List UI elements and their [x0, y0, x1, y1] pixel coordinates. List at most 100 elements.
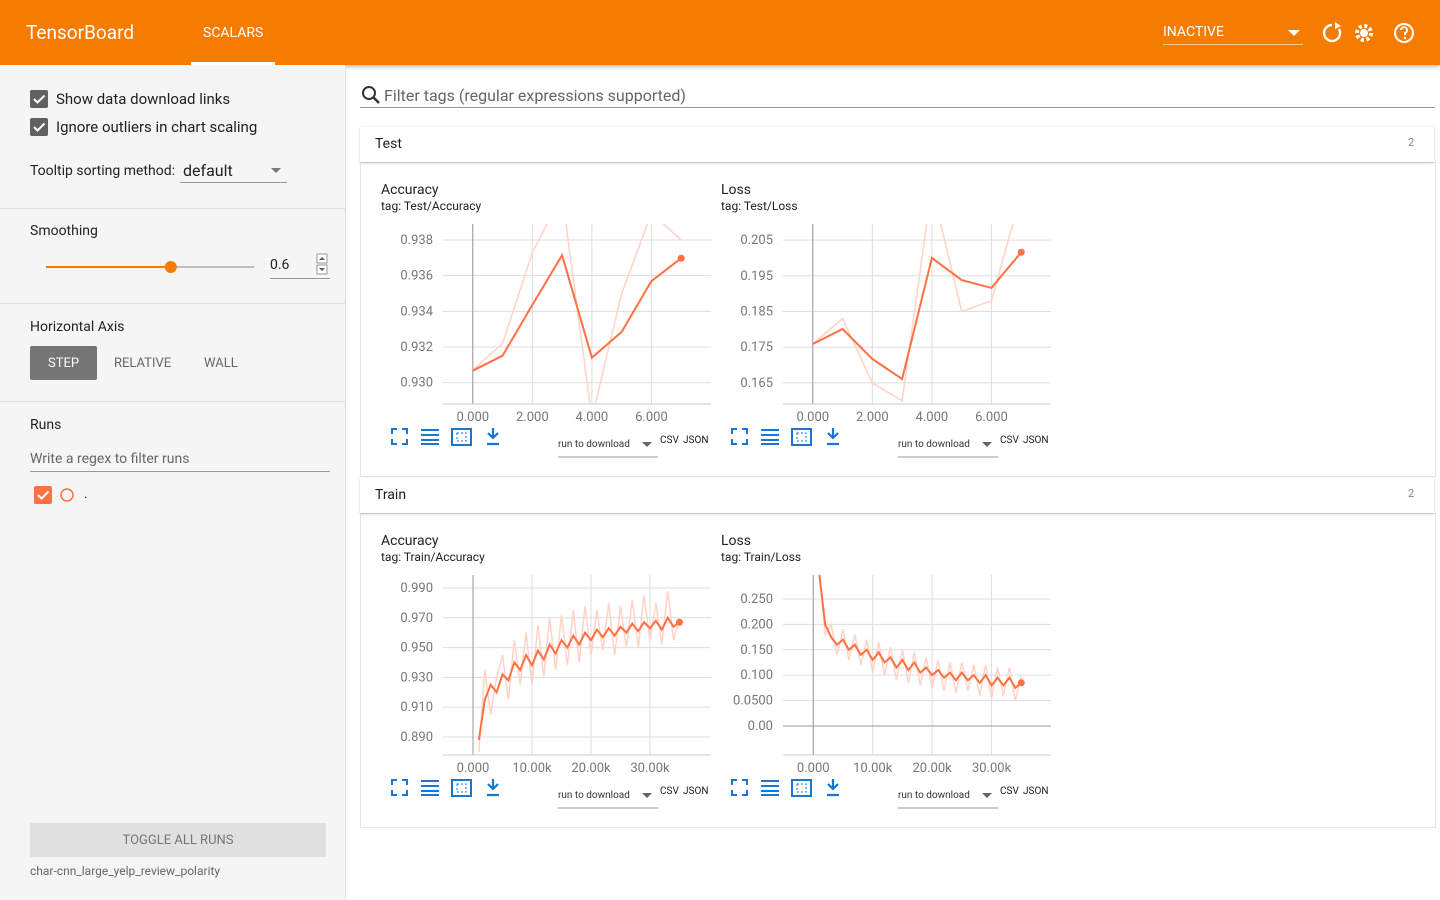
fullscreen-icon[interactable]: [731, 428, 748, 445]
plot: [818, 575, 1023, 701]
y-tick-label: 0.100: [740, 668, 773, 683]
logdir: char-cnn_large_yelp_review_polarity: [30, 864, 221, 878]
y-tick-label: 0.910: [400, 700, 433, 715]
format-link[interactable]: JSON: [683, 786, 708, 797]
fit-domain-icon[interactable]: [451, 779, 472, 797]
run-select[interactable]: run to download: [898, 790, 970, 801]
log-scale-icon[interactable]: [761, 780, 779, 796]
fit-domain-icon[interactable]: [791, 428, 812, 446]
smoothing-value[interactable]: 0.6: [270, 257, 290, 273]
x-tick-label: 20.00k: [913, 761, 953, 776]
separator: [0, 303, 345, 304]
settings-center: [1360, 29, 1368, 37]
section-header[interactable]: Test 2: [360, 127, 1434, 162]
section-header[interactable]: Train 2: [360, 478, 1434, 513]
run-select[interactable]: run to download: [558, 790, 630, 801]
help-icon[interactable]: [1394, 23, 1414, 43]
fit-domain-icon[interactable]: [791, 779, 812, 797]
checkbox-label: Ignore outliers in chart scaling: [56, 118, 258, 136]
y-tick-label: 0.185: [740, 305, 773, 320]
x-tick-label: 0.000: [796, 410, 829, 425]
log-scale-icon[interactable]: [421, 780, 439, 796]
format-link[interactable]: JSON: [683, 435, 708, 446]
x-tick-label: 6.000: [975, 410, 1008, 425]
x-tick-label: 6.000: [635, 410, 668, 425]
download-icon[interactable]: [827, 779, 839, 797]
axis-option[interactable]: STEP: [48, 356, 80, 371]
section-count: 2: [1408, 136, 1415, 149]
format-link[interactable]: CSV: [660, 435, 679, 446]
y-tick-label: 0.890: [400, 730, 433, 745]
run-select[interactable]: run to download: [898, 439, 970, 450]
status[interactable]: INACTIVE: [1163, 24, 1224, 40]
smoothing-title: Smoothing: [30, 223, 98, 239]
input-underline: [270, 278, 330, 279]
chart-title: Accuracy: [381, 182, 439, 198]
spinner[interactable]: [316, 253, 330, 277]
toggle-button[interactable]: [30, 823, 326, 857]
run-name: .: [84, 486, 88, 502]
section-name: Test: [375, 136, 402, 152]
refresh-arrow: [1335, 22, 1341, 29]
run-select[interactable]: run to download: [558, 439, 630, 450]
separator: [0, 401, 345, 402]
fit-domain-icon[interactable]: [451, 428, 472, 446]
download-icon[interactable]: [487, 779, 499, 797]
line: [812, 224, 1014, 403]
fit-domain-inner: [796, 432, 807, 442]
fullscreen-icon[interactable]: [391, 779, 408, 796]
log-scale-icon[interactable]: [421, 429, 439, 445]
axis-option[interactable]: WALL: [204, 356, 238, 371]
smoothing-slider[interactable]: [40, 255, 340, 285]
download-icon[interactable]: [487, 428, 499, 446]
check: [37, 490, 50, 500]
chart-tag: tag: Train/Loss: [721, 550, 801, 564]
axis-button-active[interactable]: [30, 346, 97, 380]
format-link[interactable]: CSV: [660, 786, 679, 797]
select-arrow: [982, 793, 992, 798]
axis-title: Horizontal Axis: [30, 319, 125, 335]
separator: [0, 208, 345, 209]
checkbox[interactable]: [30, 90, 48, 108]
x-tick-label: 4.000: [576, 410, 609, 425]
filter-underline: [360, 107, 1435, 108]
y-tick-label: 0.990: [400, 581, 433, 596]
tab[interactable]: SCALARS: [203, 25, 264, 41]
fit-domain-inner: [456, 783, 467, 793]
x-tick-label: 30.00k: [630, 761, 670, 776]
y-tick-label: 0.0500: [733, 694, 773, 709]
tag-filter[interactable]: Filter tags (regular expressions support…: [384, 86, 686, 105]
header-icons: [1288, 22, 1414, 43]
log-scale-icon[interactable]: [761, 429, 779, 445]
format-link[interactable]: JSON: [1023, 786, 1048, 797]
fullscreen-icon[interactable]: [731, 779, 748, 796]
checkbox[interactable]: [30, 118, 48, 136]
dropdown-arrow[interactable]: [1288, 30, 1300, 36]
fullscreen-icon[interactable]: [391, 428, 408, 445]
refresh-icon[interactable]: [1322, 23, 1342, 43]
format-link[interactable]: JSON: [1023, 435, 1048, 446]
line: [472, 252, 682, 372]
axis-option[interactable]: RELATIVE: [114, 356, 172, 371]
x-tick-label: 0.000: [457, 761, 490, 776]
y-tick-label: 0.150: [740, 643, 773, 658]
status-underline: [1163, 44, 1303, 45]
run-checkbox[interactable]: [34, 486, 52, 504]
tooltip-value[interactable]: default: [183, 161, 233, 180]
download-icon[interactable]: [827, 428, 839, 446]
input-underline: [30, 471, 330, 472]
settings-icon[interactable]: [1355, 24, 1373, 42]
chart-tag: tag: Train/Accuracy: [381, 550, 485, 564]
x-tick-label: 4.000: [916, 410, 949, 425]
toggle-label[interactable]: TOGGLE ALL RUNS: [122, 833, 234, 848]
runs-filter[interactable]: Write a regex to filter runs: [30, 451, 190, 467]
check: [33, 122, 46, 132]
line: [819, 575, 1023, 701]
y-tick-label: 0.00: [748, 719, 773, 734]
slider-thumb[interactable]: [164, 261, 177, 273]
format-link[interactable]: CSV: [1000, 786, 1019, 797]
header: TensorBoard SCALARS INACTIVE: [0, 0, 1440, 65]
plot: [812, 224, 1022, 403]
format-link[interactable]: CSV: [1000, 435, 1019, 446]
